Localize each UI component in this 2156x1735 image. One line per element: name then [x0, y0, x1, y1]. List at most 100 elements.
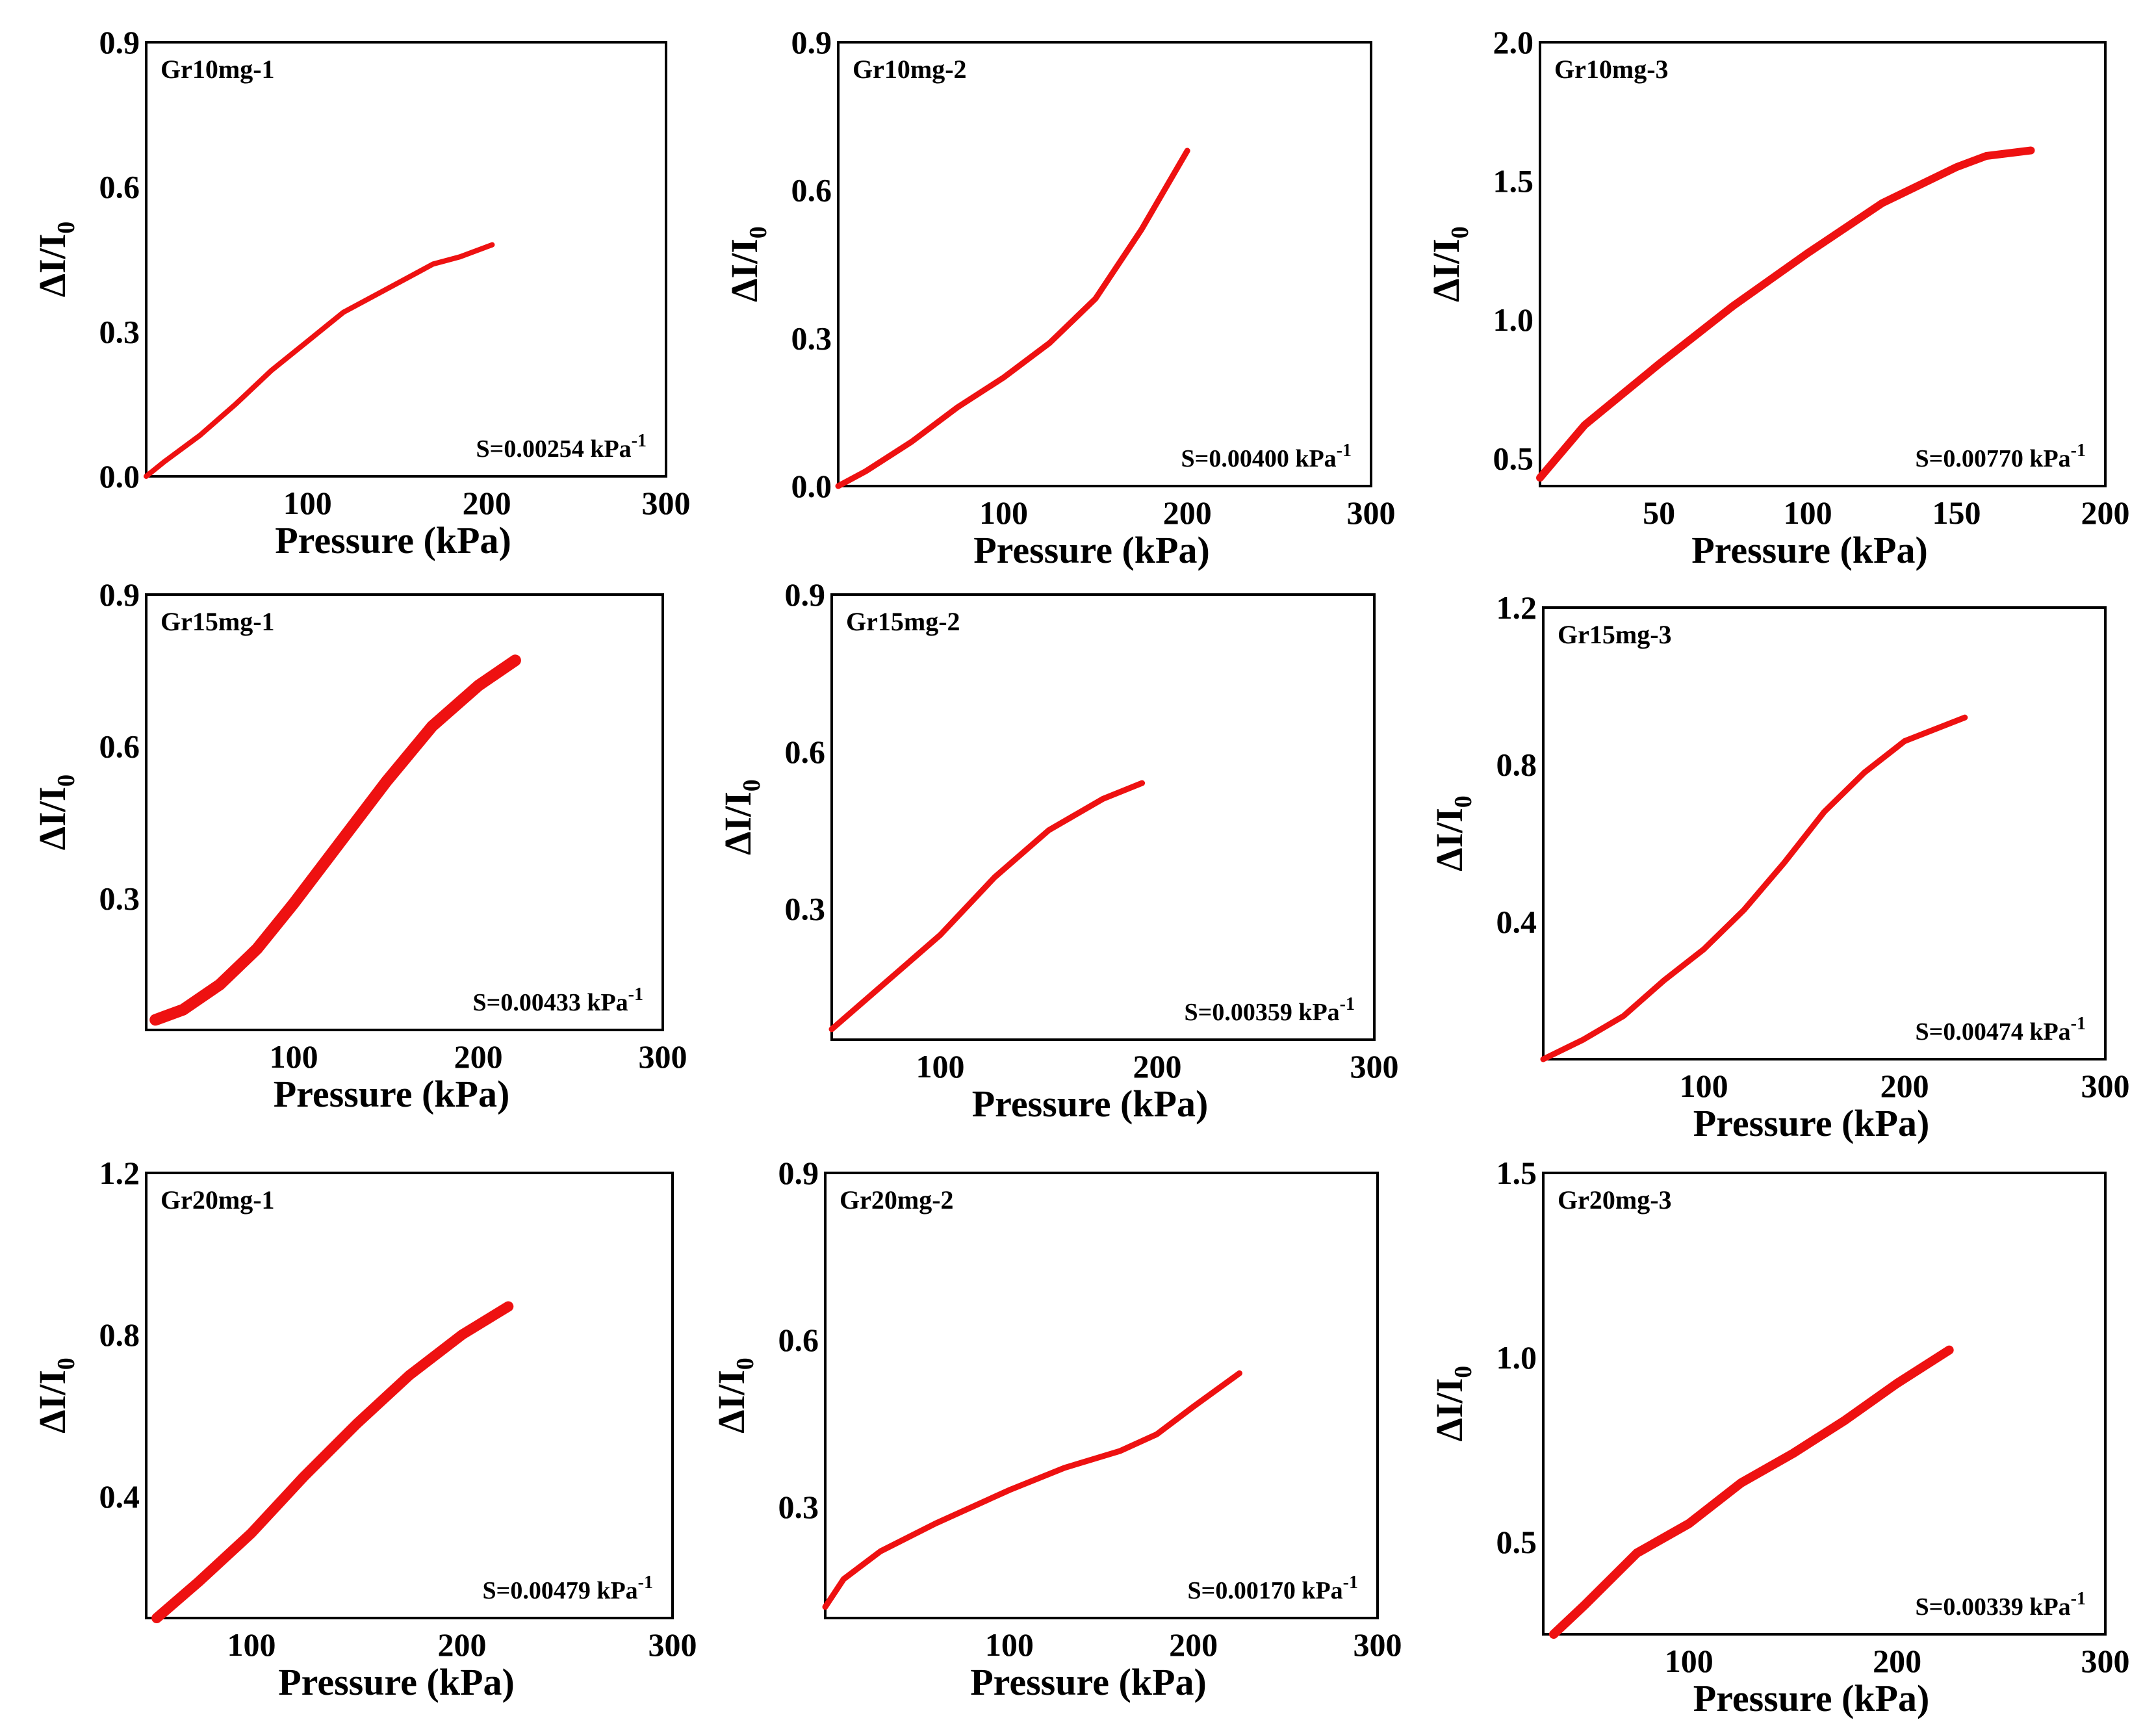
panel-label: Gr10mg-3	[1554, 55, 1669, 84]
x-axis-title: Pressure (kPa)	[1693, 1677, 1930, 1719]
chart-panel-gr20mg-3: 100 200 300 0.5 1.0 1.5 Pressure (kPa) Δ…	[1428, 1155, 2130, 1719]
x-tick-label: 300	[648, 1626, 697, 1663]
x-tick-label: 300	[642, 485, 691, 521]
data-series-line	[151, 1301, 514, 1623]
sensitivity-label: S=0.00339 kPa-1	[1916, 1589, 2086, 1621]
y-tick-label: 0.0	[791, 468, 832, 504]
x-axis-title: Pressure (kPa)	[970, 1661, 1207, 1703]
sensitivity-label: S=0.00400 kPa-1	[1181, 441, 1352, 472]
y-tick-label: 0.3	[778, 1489, 819, 1525]
chart-panel-gr15mg-2: 100 200 300 0.3 0.6 0.9 Pressure (kPa) Δ…	[717, 576, 1399, 1125]
chart-panel-gr20mg-2: 100 200 300 0.3 0.6 0.9 Pressure (kPa) Δ…	[710, 1155, 1402, 1703]
y-axis-title: ΔI/I0	[723, 226, 772, 302]
y-tick-label: 1.0	[1493, 302, 1534, 338]
plot-frame	[824, 1172, 1379, 1619]
x-axis-title: Pressure (kPa)	[972, 1083, 1209, 1125]
y-tick-label: 0.3	[99, 880, 140, 916]
plot-frame	[1542, 606, 2107, 1060]
plot-frame	[145, 593, 664, 1031]
y-axis-title: ΔI/I0	[31, 775, 80, 851]
y-tick-label: 0.6	[99, 169, 140, 205]
y-axis-title: ΔI/I0	[710, 1357, 759, 1433]
y-tick-label: 0.3	[99, 313, 140, 350]
panel-label: Gr20mg-3	[1558, 1185, 1672, 1214]
y-tick-label: 0.9	[778, 1155, 819, 1191]
y-tick-label: 0.0	[99, 458, 140, 495]
sensitivity-label: S=0.00170 kPa-1	[1188, 1573, 1358, 1604]
y-tick-label: 0.5	[1496, 1524, 1537, 1560]
x-tick-label: 200	[1880, 1068, 1929, 1104]
x-tick-label: 200	[2081, 495, 2130, 531]
data-series-line	[1549, 1345, 1954, 1639]
x-tick-label: 200	[1873, 1643, 1921, 1679]
chart-panel-gr20mg-1: 100 200 300 0.4 0.8 1.2 Pressure (kPa) Δ…	[31, 1155, 697, 1703]
x-axis-title: Pressure (kPa)	[275, 519, 511, 561]
data-series-line	[1540, 714, 1968, 1062]
x-axis-title: Pressure (kPa)	[1691, 529, 1928, 571]
chart-panel-gr10mg-1: 100 200 300 0.0 0.3 0.6 0.9 Pressure (kP…	[31, 24, 691, 561]
chart-panel-gr15mg-1: 100 200 300 0.3 0.6 0.9 Pressure (kPa) Δ…	[31, 576, 687, 1115]
panel-label: Gr20mg-1	[160, 1185, 275, 1214]
x-tick-label: 100	[1665, 1643, 1713, 1679]
data-series-line	[822, 1370, 1242, 1610]
chart-panel-gr10mg-3: 50 100 150 200 0.5 1.0 1.5 2.0 Pressure …	[1425, 24, 2130, 571]
y-tick-label: 0.6	[785, 734, 826, 770]
chart-panel-gr10mg-2: 100 200 300 0.0 0.3 0.6 0.9 Pressure (kP…	[723, 24, 1396, 571]
x-tick-label: 200	[463, 485, 511, 521]
y-tick-label: 0.4	[99, 1478, 140, 1515]
x-tick-label: 100	[270, 1038, 318, 1075]
y-tick-label: 0.4	[1496, 903, 1537, 940]
x-axis-title: Pressure (kPa)	[1693, 1102, 1930, 1144]
x-tick-label: 100	[283, 485, 332, 521]
x-tick-label: 100	[1784, 495, 1832, 531]
x-tick-label: 300	[1354, 1626, 1402, 1663]
plot-frame	[830, 593, 1376, 1041]
y-tick-label: 1.5	[1493, 162, 1534, 199]
data-series-line	[144, 242, 495, 479]
x-axis-title: Pressure (kPa)	[274, 1073, 510, 1115]
y-tick-label: 0.9	[99, 24, 140, 60]
y-tick-label: 2.0	[1493, 24, 1534, 60]
y-tick-label: 0.6	[99, 728, 140, 765]
x-tick-label: 100	[1680, 1068, 1728, 1104]
x-axis-title: Pressure (kPa)	[278, 1661, 515, 1703]
sensitivity-label: S=0.00479 kPa-1	[483, 1573, 653, 1604]
x-tick-label: 300	[2081, 1068, 2130, 1104]
x-tick-label: 200	[438, 1626, 487, 1663]
x-tick-label: 300	[1347, 495, 1396, 531]
y-tick-label: 0.9	[791, 24, 832, 60]
panel-label: Gr15mg-3	[1558, 620, 1672, 649]
panel-label: Gr10mg-2	[853, 55, 967, 84]
y-tick-label: 0.9	[99, 576, 140, 613]
plot-frame	[1539, 41, 2107, 487]
sensitivity-label: S=0.00254 kPa-1	[476, 431, 647, 463]
data-series-line	[1536, 146, 2035, 482]
x-tick-label: 200	[1133, 1048, 1182, 1085]
panel-label: Gr10mg-1	[160, 55, 275, 84]
sensitivity-label: S=0.00359 kPa-1	[1185, 994, 1355, 1026]
x-tick-label: 300	[639, 1038, 687, 1075]
x-tick-label: 300	[1350, 1048, 1399, 1085]
y-tick-label: 0.6	[791, 172, 832, 209]
sensitivity-label: S=0.00770 kPa-1	[1916, 441, 2086, 472]
plot-frame	[145, 41, 667, 478]
y-axis-title: ΔI/I0	[31, 222, 80, 298]
x-tick-label: 200	[1163, 495, 1212, 531]
y-axis-title: ΔI/I0	[1428, 1366, 1477, 1442]
y-tick-label: 0.9	[785, 576, 826, 613]
data-series-line	[149, 654, 521, 1026]
plot-frame	[837, 41, 1372, 487]
y-tick-label: 0.8	[99, 1317, 140, 1353]
x-tick-label: 100	[916, 1048, 965, 1085]
y-axis-title: ΔI/I0	[31, 1357, 80, 1433]
plot-frame	[145, 1172, 674, 1619]
y-tick-label: 0.3	[785, 891, 826, 927]
y-axis-title: ΔI/I0	[717, 779, 765, 855]
y-tick-label: 1.5	[1496, 1155, 1537, 1191]
chart-panel-gr15mg-3: 100 200 300 0.4 0.8 1.2 Pressure (kPa) Δ…	[1428, 589, 2130, 1144]
x-tick-label: 100	[227, 1626, 276, 1663]
y-tick-label: 0.6	[778, 1322, 819, 1358]
y-tick-label: 1.2	[99, 1155, 140, 1191]
y-tick-label: 0.8	[1496, 747, 1537, 783]
